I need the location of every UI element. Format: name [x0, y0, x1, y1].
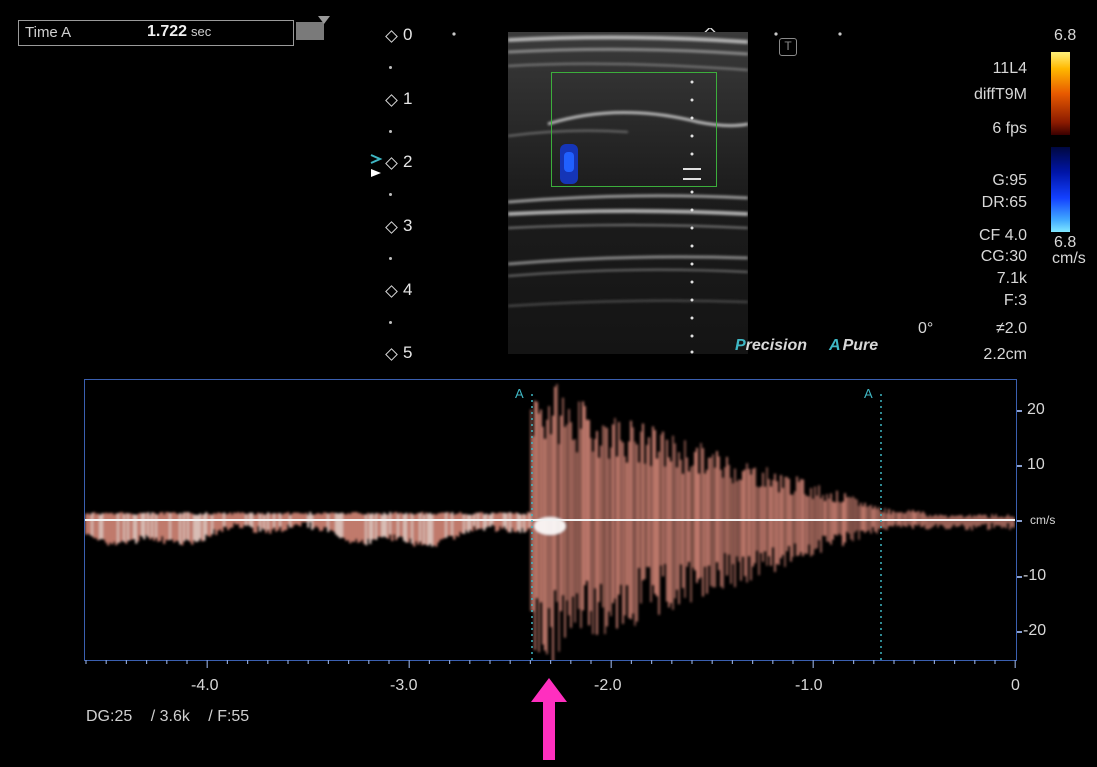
doppler-settings: DG:25 / 3.6k / F:55 [86, 708, 263, 726]
color-scale-unit: cm/s [1052, 250, 1086, 267]
depth-label-4: 4 [403, 280, 413, 299]
frame-rate: 6 fps [992, 120, 1027, 137]
time-value: 1.722 sec [147, 23, 211, 41]
doppler-prf: / 3.6k [150, 708, 190, 725]
precision-logo: Precision [735, 337, 807, 355]
depth-tick-icon [385, 285, 398, 298]
x-tick-label: -1.0 [795, 677, 823, 694]
probe-name: 11L4 [992, 60, 1027, 77]
depth-tick-icon [385, 30, 398, 43]
bmode-image [508, 32, 748, 354]
depth-label-3: 3 [403, 216, 413, 235]
color-bar-positive [1051, 52, 1070, 135]
focus-arrow-icon [370, 154, 383, 177]
x-tick-label: -4.0 [191, 677, 219, 694]
y-tick [1017, 410, 1022, 412]
time-flag-icon [296, 22, 324, 40]
color-frequency: CF 4.0 [978, 227, 1027, 244]
depth-label-5: 5 [403, 343, 413, 362]
dynamic-range: DR:65 [981, 194, 1027, 211]
y-tick [1017, 465, 1022, 467]
depth-label-1: 1 [403, 89, 413, 108]
depth-label-0: 0 [403, 25, 413, 44]
doppler-spectrum: A A [84, 379, 1017, 661]
angle-value: 0° [918, 320, 934, 337]
x-tick-label: -3.0 [390, 677, 418, 694]
marker-a-left-label: A [515, 386, 524, 401]
sample-depth: 2.2cm [983, 346, 1027, 363]
precision-rest: recision [745, 337, 808, 354]
prf-value: 7.1k [996, 270, 1027, 287]
depth-tick-icon [385, 221, 398, 234]
y-tick-label: -20 [1023, 622, 1047, 639]
spectrum-trace [85, 384, 1015, 660]
y-unit-label: cm/s [1030, 513, 1056, 527]
x-tick-label: 0 [1011, 677, 1020, 694]
time-pointer-icon [318, 16, 330, 24]
depth-minor-tick [389, 193, 392, 196]
doppler-gain: DG:25 [86, 708, 133, 725]
apure-logo: A Pure [829, 337, 878, 355]
y-tick [1017, 631, 1022, 633]
doppler-filter: / F:55 [208, 708, 250, 725]
filter-value: F:3 [1003, 292, 1027, 309]
y-tick-label: 10 [1027, 456, 1045, 473]
depth-minor-tick [389, 257, 392, 260]
depth-tick-icon [385, 348, 398, 361]
color-scale-top: 6.8 [1054, 27, 1077, 44]
y-tick [1017, 576, 1022, 578]
time-label: Time A [25, 24, 72, 41]
y-tick-label: -10 [1023, 567, 1047, 584]
doppler-x-axis [85, 660, 1016, 668]
time-unit: sec [191, 24, 212, 39]
depth-minor-tick [389, 66, 392, 69]
y-tick [1017, 520, 1022, 522]
color-scale-bottom: 6.8 [1054, 234, 1077, 251]
angle-correction: ≠2.0 [995, 320, 1027, 337]
depth-label-2: 2 [403, 152, 413, 171]
transducer-icon: T [779, 38, 797, 56]
apure-prefix: A [829, 337, 841, 354]
depth-tick-icon [385, 157, 398, 170]
time-number: 1.722 [147, 23, 188, 40]
x-tick-label: -2.0 [594, 677, 622, 694]
color-gain: CG:30 [980, 248, 1027, 265]
precision-prefix: P [735, 337, 746, 354]
color-bar-negative [1051, 147, 1070, 232]
depth-tick-icon [385, 94, 398, 107]
annotation-arrow-icon [531, 678, 567, 760]
depth-minor-tick [389, 130, 392, 133]
depth-scale: 0 1 2 3 4 5 [370, 20, 430, 370]
preset-name: diffT9M [973, 86, 1027, 103]
color-roi-box[interactable] [551, 72, 717, 187]
y-tick-label: 20 [1027, 401, 1045, 418]
depth-minor-tick [389, 321, 392, 324]
apure-rest: Pure [842, 337, 879, 354]
gain-value: G:95 [992, 172, 1027, 189]
time-readout: Time A 1.722 sec [18, 20, 294, 46]
marker-a-right-label: A [864, 386, 873, 401]
